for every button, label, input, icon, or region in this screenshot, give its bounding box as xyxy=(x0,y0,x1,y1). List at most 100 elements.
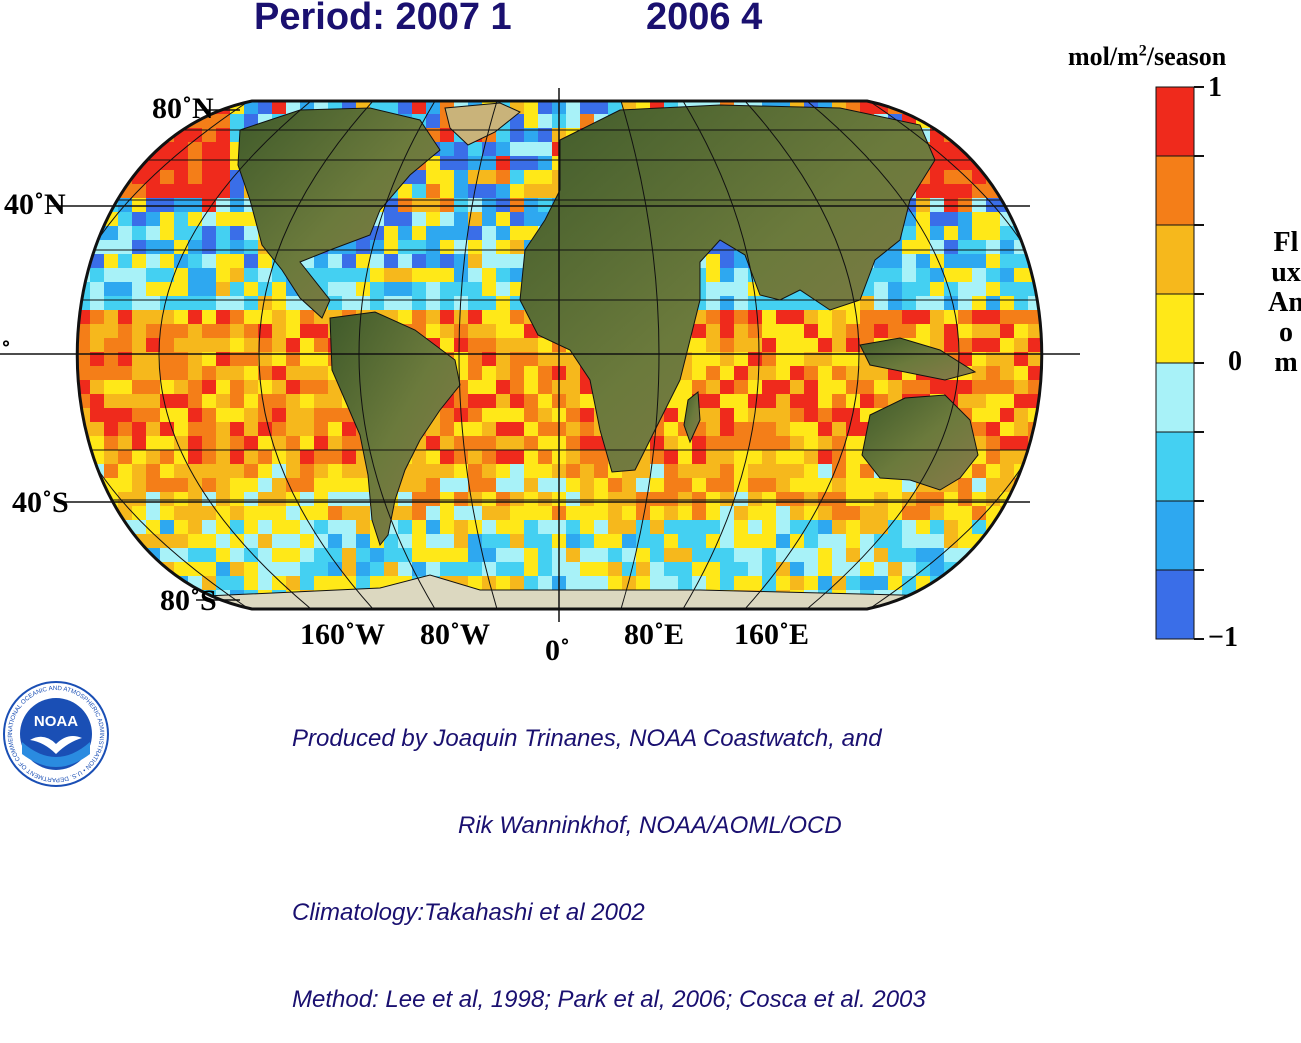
anomaly-cell xyxy=(300,548,314,562)
anomaly-cell xyxy=(62,408,76,422)
anomaly-cell xyxy=(1056,394,1070,408)
anomaly-cell xyxy=(118,604,132,609)
anomaly-cell xyxy=(776,450,790,464)
anomaly-cell xyxy=(1000,380,1014,394)
anomaly-cell xyxy=(510,478,524,492)
anomaly-cell xyxy=(790,352,804,366)
anomaly-cell xyxy=(160,520,174,534)
anomaly-cell xyxy=(692,562,706,576)
anomaly-cell xyxy=(48,128,62,142)
anomaly-cell xyxy=(468,170,482,184)
anomaly-cell xyxy=(496,156,510,170)
anomaly-cell xyxy=(20,576,34,590)
anomaly-cell xyxy=(748,394,762,408)
anomaly-cell xyxy=(1000,170,1014,184)
anomaly-cell xyxy=(510,450,524,464)
anomaly-cell xyxy=(538,114,552,128)
anomaly-cell xyxy=(48,436,62,450)
anomaly-cell xyxy=(902,604,916,609)
anomaly-cell xyxy=(902,576,916,590)
anomaly-cell xyxy=(776,338,790,352)
anomaly-cell xyxy=(34,156,48,170)
anomaly-cell xyxy=(538,534,552,548)
anomaly-cell xyxy=(146,492,160,506)
anomaly-cell xyxy=(916,184,930,198)
anomaly-cell xyxy=(804,366,818,380)
anomaly-cell xyxy=(1070,212,1084,226)
anomaly-cell xyxy=(188,422,202,436)
anomaly-cell xyxy=(328,576,342,590)
anomaly-cell xyxy=(90,576,104,590)
anomaly-cell xyxy=(286,408,300,422)
anomaly-cell xyxy=(748,422,762,436)
anomaly-cell xyxy=(622,492,636,506)
anomaly-cell xyxy=(524,170,538,184)
anomaly-cell xyxy=(398,562,412,576)
anomaly-cell xyxy=(146,338,160,352)
anomaly-cell xyxy=(1000,408,1014,422)
anomaly-cell xyxy=(1070,310,1084,324)
anomaly-cell xyxy=(1014,212,1028,226)
anomaly-cell xyxy=(118,212,132,226)
anomaly-cell xyxy=(482,156,496,170)
anomaly-cell xyxy=(48,226,62,240)
anomaly-cell xyxy=(468,548,482,562)
anomaly-cell xyxy=(468,296,482,310)
anomaly-cell xyxy=(986,296,1000,310)
anomaly-cell xyxy=(930,282,944,296)
southeast-asia-islands xyxy=(859,337,977,381)
anomaly-cell xyxy=(216,534,230,548)
anomaly-cell xyxy=(146,240,160,254)
anomaly-cell xyxy=(958,576,972,590)
anomaly-cell xyxy=(202,576,216,590)
anomaly-cell xyxy=(496,352,510,366)
anomaly-cell xyxy=(566,408,580,422)
anomaly-cell xyxy=(692,534,706,548)
anomaly-cell xyxy=(972,590,986,604)
anomaly-cell xyxy=(958,394,972,408)
anomaly-cell xyxy=(1000,310,1014,324)
anomaly-cell xyxy=(888,254,902,268)
anomaly-cell xyxy=(118,101,132,114)
anomaly-cell xyxy=(720,282,734,296)
anomaly-cell xyxy=(468,464,482,478)
anomaly-cell xyxy=(524,366,538,380)
anomaly-cell xyxy=(1028,324,1042,338)
anomaly-cell xyxy=(482,366,496,380)
anomaly-cell xyxy=(762,310,776,324)
anomaly-cell xyxy=(286,324,300,338)
anomaly-cell xyxy=(916,604,930,609)
anomaly-cell xyxy=(216,142,230,156)
anomaly-cell xyxy=(664,520,678,534)
anomaly-cell xyxy=(986,478,1000,492)
anomaly-cell xyxy=(468,324,482,338)
anomaly-cell xyxy=(314,324,328,338)
anomaly-cell xyxy=(734,534,748,548)
anomaly-cell xyxy=(440,156,454,170)
anomaly-cell xyxy=(678,506,692,520)
anomaly-cell xyxy=(174,352,188,366)
anomaly-cell xyxy=(664,534,678,548)
anomaly-cell xyxy=(846,464,860,478)
anomaly-cell xyxy=(734,506,748,520)
anomaly-cell xyxy=(580,408,594,422)
anomaly-cell xyxy=(356,240,370,254)
anomaly-cell xyxy=(986,240,1000,254)
anomaly-cell xyxy=(1084,212,1098,226)
anomaly-cell xyxy=(720,408,734,422)
anomaly-cell xyxy=(1056,366,1070,380)
anomaly-cell xyxy=(636,520,650,534)
anomaly-cell xyxy=(594,492,608,506)
anomaly-cell xyxy=(244,450,258,464)
anomaly-cell xyxy=(202,240,216,254)
anomaly-cell xyxy=(664,562,678,576)
anomaly-cell xyxy=(734,324,748,338)
anomaly-cell xyxy=(860,548,874,562)
anomaly-cell xyxy=(804,478,818,492)
anomaly-cell xyxy=(524,128,538,142)
anomaly-cell xyxy=(1028,520,1042,534)
noaa-logo: NATIONAL OCEANIC AND ATMOSPHERIC ADMINIS… xyxy=(2,680,109,787)
anomaly-cell xyxy=(790,324,804,338)
anomaly-cell xyxy=(566,366,580,380)
anomaly-cell xyxy=(398,506,412,520)
